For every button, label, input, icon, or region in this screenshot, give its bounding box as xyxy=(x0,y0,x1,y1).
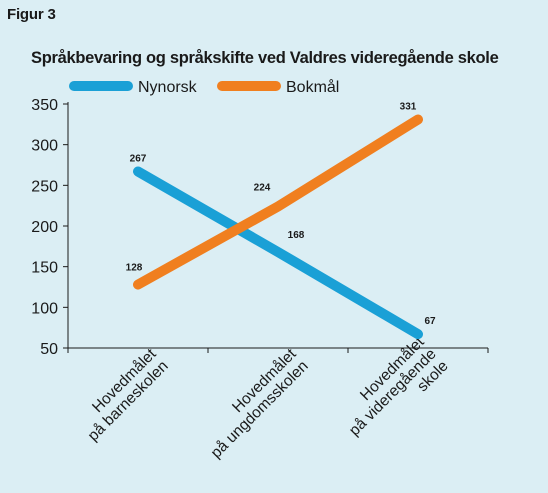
chart-title: Språkbevaring og språkskifte ved Valdres… xyxy=(31,49,499,67)
series-line-nynorsk xyxy=(133,166,423,340)
legend-label-nynorsk: Nynorsk xyxy=(138,79,198,96)
y-tick-label: 150 xyxy=(31,260,58,277)
data-label: 331 xyxy=(400,101,417,112)
y-tick-label: 350 xyxy=(31,97,58,114)
legend-label-bokmål: Bokmål xyxy=(286,78,339,96)
data-label: 128 xyxy=(126,263,143,274)
data-label: 224 xyxy=(254,182,271,193)
y-tick-label: 100 xyxy=(31,300,58,317)
series-line-bokmål xyxy=(133,114,423,290)
y-tick-label: 250 xyxy=(31,178,58,195)
data-label: 267 xyxy=(130,154,147,165)
figure-label: Figur 3 xyxy=(7,6,56,23)
y-tick-label: 200 xyxy=(31,219,58,236)
y-tick-label: 50 xyxy=(40,341,58,358)
y-tick-label: 300 xyxy=(31,138,58,155)
data-label: 168 xyxy=(288,230,305,241)
data-label: 67 xyxy=(424,316,436,327)
